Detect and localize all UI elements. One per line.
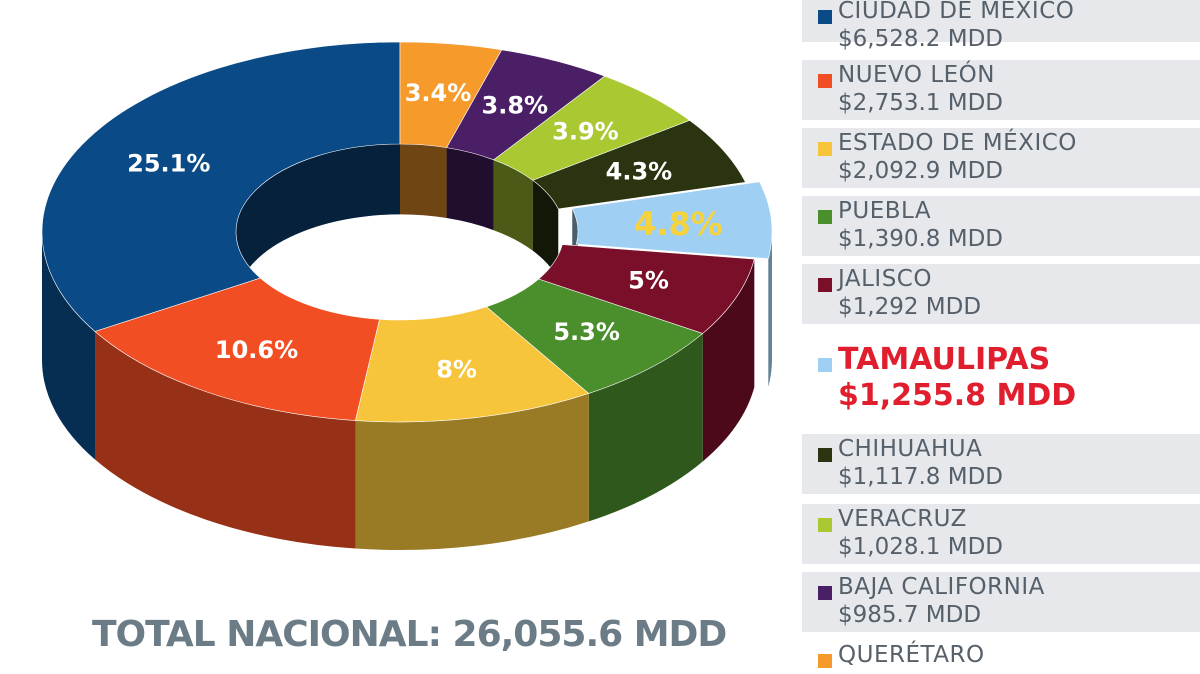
legend-swatch <box>818 74 832 88</box>
slice-percent-label-jalisco: 5% <box>628 267 669 295</box>
slice-puebla <box>485 278 704 394</box>
legend-state-name: CHIHUAHUA <box>838 436 983 462</box>
slice-percent-label-puebla: 5.3% <box>553 318 620 346</box>
slice-queretaro <box>399 41 503 148</box>
slice-inner-side-queretaro <box>400 144 447 219</box>
slice-inner-side-veracruz <box>493 159 533 251</box>
legend-state-name: TAMAULIPAS <box>838 342 1051 377</box>
legend-state-name: ESTADO DE MÉXICO <box>838 130 1077 156</box>
donut-chart: 25.1% 10.6% 8% 5.3% 5% 4.8% 4.3% 3.9% 3.8% 3.4% T… <box>41 41 773 655</box>
legend-amount: $1,390.8 MDD <box>838 226 1003 252</box>
slice-outer-side-jalisco <box>702 259 755 462</box>
legend-state-name: CIUDAD DE MÉXICO <box>838 0 1075 24</box>
legend-item-ciudad-de-mexico: CIUDAD DE MÉXICO $6,528.2 MDD <box>802 0 1200 52</box>
legend-item-jalisco: JALISCO $1,292 MDD <box>802 264 1200 324</box>
slice-percent-label-estado-de-mexico: 8% <box>436 355 477 383</box>
legend: CIUDAD DE MÉXICO $6,528.2 MDD NUEVO LEÓN $2… <box>802 0 1200 674</box>
legend-state-name: VERACRUZ <box>838 506 967 532</box>
legend-swatch <box>818 210 832 224</box>
slice-sides <box>42 144 772 550</box>
legend-state-name: QUERÉTARO <box>838 642 985 668</box>
slice-estado-de-mexico <box>355 306 590 423</box>
legend-item-chihuahua: CHIHUAHUA $1,117.8 MDD <box>802 434 1200 494</box>
legend-amount: $1,292 MDD <box>838 294 982 320</box>
slice-outer-side-puebla <box>588 333 703 522</box>
legend-amount: $985.7 MDD <box>838 602 982 628</box>
legend-amount: $1,028.1 MDD <box>838 534 1003 560</box>
legend-item-puebla: PUEBLA $1,390.8 MDD <box>802 196 1200 256</box>
legend-amount: $2,753.1 MDD <box>838 90 1003 116</box>
donut-svg: 25.1% 10.6% 8% 5.3% 5% 4.8% 4.3% 3.9%3.8% 3.4% <box>41 41 773 550</box>
legend-item-nuevo-leon: NUEVO LEÓN $2,753.1 MDD <box>802 60 1200 120</box>
slice-ciudad-de-mexico <box>41 41 401 332</box>
slice-outer-side-ciudad-de-mexico <box>42 232 96 460</box>
slice-jalisco <box>538 244 755 334</box>
slice-percent-label-tamaulipas: 4.8% <box>634 205 723 243</box>
legend-swatch <box>818 654 832 668</box>
legend-amount: $6,528.2 MDD <box>838 26 1003 52</box>
slice-percent-label-ciudad-de-mexico: 25.1% <box>127 149 210 177</box>
slice-outer-side-estado-de-mexico <box>355 393 589 550</box>
legend-item-tamaulipas: TAMAULIPAS $1,255.8 MDD <box>802 338 1200 430</box>
legend-amount: $1,255.8 MDD <box>838 378 1077 413</box>
slice-chihuahua <box>532 119 746 210</box>
legend-state-name: BAJA CALIFORNIA <box>838 574 1045 600</box>
legend-swatch <box>818 586 832 600</box>
legend-item-baja-california: BAJA CALIFORNIA $985.7 MDD <box>802 572 1200 632</box>
legend-item-veracruz: VERACRUZ $1,028.1 MDD <box>802 504 1200 564</box>
legend-swatch <box>818 518 832 532</box>
legend-swatch <box>818 278 832 292</box>
slice-percent-label-queretaro: 3.4% <box>405 79 472 107</box>
slice-percent-label-veracruz: 3.9% <box>552 118 619 146</box>
legend-swatch <box>818 448 832 462</box>
legend-swatch <box>818 142 832 156</box>
slice-percent-label-chihuahua: 4.3% <box>606 157 673 185</box>
legend-amount: $2,092.9 MDD <box>838 158 1003 184</box>
legend-state-name: PUEBLA <box>838 198 932 224</box>
slice-nuevo-leon <box>94 277 380 421</box>
slice-outer-side-tamaulipas <box>768 231 772 387</box>
slice-veracruz <box>493 75 691 181</box>
slice-inner-side-baja-california <box>446 147 494 231</box>
legend-swatch <box>818 10 832 24</box>
slice-inner-side-ciudad-de-mexico <box>236 144 400 303</box>
legend-state-name: NUEVO LEÓN <box>838 62 995 88</box>
legend-item-estado-de-mexico: ESTADO DE MÉXICO $2,092.9 MDD <box>802 128 1200 188</box>
slice-percent-label-nuevo-leon: 10.6% <box>215 336 298 364</box>
legend-swatch <box>818 358 832 372</box>
legend-amount: $1,117.8 MDD <box>838 464 1003 490</box>
slice-tops <box>41 41 773 423</box>
total-label: TOTAL NACIONAL: 26,055.6 MDD <box>92 614 727 655</box>
legend-item-queretaro: QUERÉTARO <box>802 640 1200 674</box>
legend-state-name: JALISCO <box>838 266 932 292</box>
slice-baja-california <box>446 49 606 161</box>
slice-outer-side-nuevo-leon <box>95 331 356 549</box>
slice-inner-side-chihuahua <box>532 180 559 280</box>
slice-percent-label-baja-california: 3.8% <box>482 91 549 119</box>
slice-labels: 25.1% 10.6% 8% 5.3% 5% 4.8% 4.3% 3.9%3.8% 3.4% <box>127 79 723 384</box>
slice-tamaulipas <box>571 181 773 259</box>
